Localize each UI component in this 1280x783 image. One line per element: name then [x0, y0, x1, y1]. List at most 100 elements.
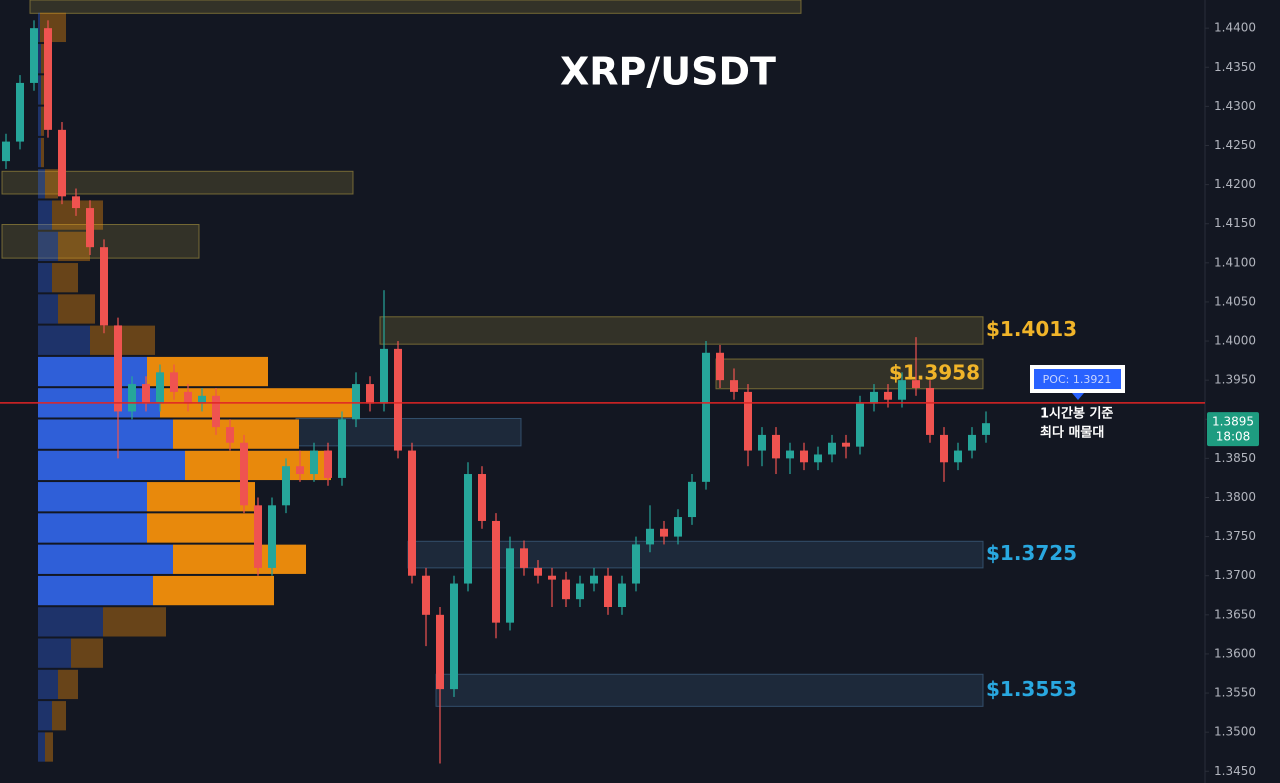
volume-buy: [38, 137, 41, 168]
candle-body: [674, 517, 682, 537]
candle-body: [702, 352, 710, 482]
candle-body: [478, 474, 486, 521]
candle-body: [744, 391, 752, 451]
candle-body: [786, 450, 794, 459]
volume-sell: [45, 732, 53, 762]
y-tick-label: 1.4250: [1214, 138, 1256, 152]
candle-body: [30, 28, 38, 83]
volume-buy: [38, 44, 41, 74]
y-tick-label: 1.4150: [1214, 216, 1256, 230]
y-tick-label: 1.4400: [1214, 21, 1256, 35]
candle-body: [58, 129, 66, 197]
candle-body: [940, 434, 948, 463]
candle-body: [408, 450, 416, 576]
countdown: 18:08: [1216, 430, 1251, 444]
zone: [407, 540, 984, 569]
volume-buy: [38, 325, 90, 355]
y-tick-label: 1.3750: [1214, 529, 1256, 543]
candle-body: [772, 434, 780, 459]
candle-body: [422, 575, 430, 615]
zone: [435, 673, 984, 707]
y-tick-label: 1.3700: [1214, 568, 1256, 582]
volume-buy: [38, 231, 58, 262]
candle-body: [128, 384, 136, 412]
candle-body: [352, 384, 360, 420]
volume-buy: [38, 513, 147, 543]
volume-buy: [38, 12, 40, 43]
candle-body: [576, 583, 584, 600]
candle-body: [380, 348, 388, 404]
candle-body: [100, 247, 108, 326]
volume-buy: [38, 669, 58, 700]
candle-body: [884, 391, 892, 400]
candle-body: [758, 434, 766, 451]
candle-body: [954, 450, 962, 463]
candle-body: [492, 520, 500, 623]
volume-sell: [52, 701, 66, 731]
poc-label: POC: 1.3921: [1043, 373, 1112, 386]
candle-body: [282, 466, 290, 506]
y-tick-label: 1.4200: [1214, 177, 1256, 191]
volume-sell: [41, 106, 44, 136]
candle-body: [240, 442, 248, 506]
candle-body: [156, 372, 164, 404]
volume-buy: [38, 607, 103, 637]
y-tick-label: 1.4300: [1214, 99, 1256, 113]
candle-body: [268, 505, 276, 568]
candle-body: [72, 196, 80, 209]
candle-body: [170, 372, 178, 392]
y-tick-label: 1.4000: [1214, 334, 1256, 348]
volume-buy: [38, 544, 173, 574]
candle-body: [660, 528, 668, 537]
candle-body: [198, 395, 206, 404]
volume-sell: [173, 419, 299, 449]
candle-body: [2, 141, 10, 162]
last-price: 1.3895: [1212, 415, 1254, 429]
candle-body: [212, 395, 220, 428]
volume-sell: [58, 294, 95, 324]
candle-body: [618, 583, 626, 608]
candle-body: [450, 583, 458, 690]
volume-buy: [38, 75, 41, 105]
zone: [295, 417, 522, 447]
candle-body: [366, 384, 374, 404]
candle-body: [898, 380, 906, 400]
candle-body: [436, 614, 444, 690]
candle-body: [184, 391, 192, 404]
y-tick-label: 1.3950: [1214, 373, 1256, 387]
y-tick-label: 1.4050: [1214, 294, 1256, 308]
volume-sell: [58, 669, 78, 700]
volume-buy: [38, 294, 58, 324]
candle-body: [632, 544, 640, 584]
poc-note: 최다 매물대: [1040, 425, 1104, 441]
candle-body: [590, 575, 598, 584]
volume-buy: [38, 106, 41, 136]
y-tick-label: 1.3600: [1214, 646, 1256, 660]
volume-buy: [38, 356, 147, 387]
candle-body: [464, 474, 472, 584]
volume-sell: [41, 75, 44, 105]
y-tick-label: 1.3550: [1214, 686, 1256, 700]
volume-buy: [38, 169, 45, 199]
candle-body: [730, 380, 738, 392]
volume-sell: [45, 169, 58, 199]
candle-body: [394, 348, 402, 451]
zone-label: $1.4013: [986, 317, 1077, 341]
candle-body: [86, 208, 94, 248]
volume-sell: [103, 607, 166, 637]
candle-body: [856, 403, 864, 447]
volume-sell: [40, 12, 66, 43]
volume-buy: [38, 263, 52, 293]
zone-label: $1.3553: [986, 677, 1077, 701]
candle-body: [982, 423, 990, 435]
zone: [29, 0, 802, 14]
candle-body: [646, 528, 654, 545]
candle-body: [548, 575, 556, 580]
volume-buy: [38, 419, 173, 449]
volume-sell: [173, 544, 306, 574]
y-tick-label: 1.4100: [1214, 255, 1256, 269]
poc-note: 1시간봉 기준: [1040, 406, 1113, 422]
candle-body: [716, 352, 724, 381]
candle-body: [912, 380, 920, 388]
